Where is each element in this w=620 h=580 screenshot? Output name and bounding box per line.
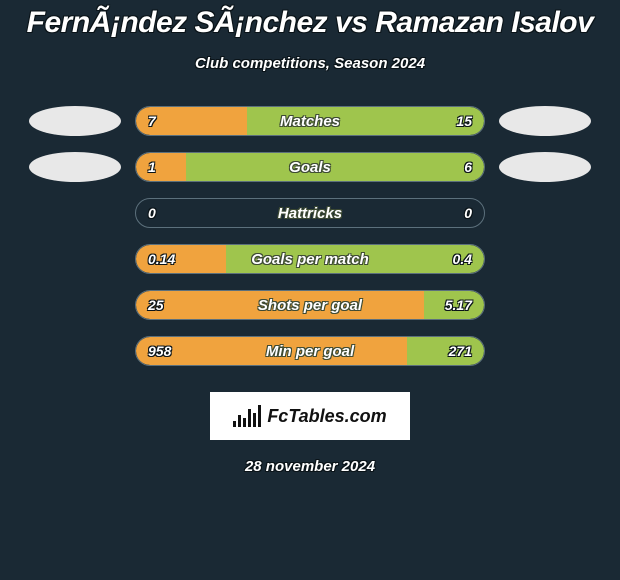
comparison-infographic: FernÃ¡ndez SÃ¡nchez vs Ramazan Isalov Cl… [0, 0, 620, 580]
avatar-slot-right [485, 152, 605, 182]
player-avatar-right [499, 106, 591, 136]
logo-text: FcTables.com [267, 406, 386, 427]
stat-row: Goals per match0.140.4 [0, 236, 620, 282]
stat-bar: Hattricks00 [135, 198, 485, 228]
bar-right-fill [407, 337, 484, 365]
page-title: FernÃ¡ndez SÃ¡nchez vs Ramazan Isalov [0, 6, 620, 39]
stat-row: Matches715 [0, 98, 620, 144]
bar-right-fill [247, 107, 484, 135]
stat-bar: Matches715 [135, 106, 485, 136]
bar-left-fill [136, 107, 247, 135]
stat-bar: Goals per match0.140.4 [135, 244, 485, 274]
player-avatar-right [499, 152, 591, 182]
stat-row: Min per goal958271 [0, 328, 620, 374]
bar-left-fill [136, 337, 407, 365]
stat-row: Shots per goal255.17 [0, 282, 620, 328]
page-subtitle: Club competitions, Season 2024 [0, 55, 620, 72]
footer-logo: FcTables.com [210, 392, 410, 440]
bar-right-fill [424, 291, 484, 319]
stat-bar: Shots per goal255.17 [135, 290, 485, 320]
player-avatar-left [29, 152, 121, 182]
bar-left-fill [136, 153, 186, 181]
bar-left-fill [136, 245, 226, 273]
stat-bar: Min per goal958271 [135, 336, 485, 366]
avatar-slot-right [485, 106, 605, 136]
avatar-slot-left [15, 152, 135, 182]
player-avatar-left [29, 106, 121, 136]
bar-right-fill [226, 245, 484, 273]
bar-right-fill [186, 153, 484, 181]
stat-row: Hattricks00 [0, 190, 620, 236]
avatar-slot-left [15, 106, 135, 136]
stat-rows: Matches715 Goals16 Hattricks00 Goals per ma… [0, 98, 620, 374]
bar-left-fill [136, 291, 424, 319]
logo-bars-icon [233, 405, 261, 427]
stat-bar: Goals16 [135, 152, 485, 182]
footer-date: 28 november 2024 [0, 458, 620, 475]
stat-row: Goals16 [0, 144, 620, 190]
